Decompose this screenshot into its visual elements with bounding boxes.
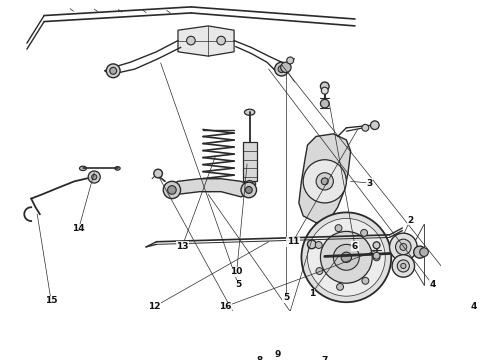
Circle shape — [401, 264, 406, 269]
Circle shape — [333, 244, 359, 270]
Text: 10: 10 — [230, 267, 243, 276]
Ellipse shape — [244, 180, 256, 187]
Circle shape — [414, 246, 426, 258]
Circle shape — [163, 181, 180, 199]
Ellipse shape — [193, 183, 223, 192]
Text: 11: 11 — [287, 237, 299, 246]
Text: 13: 13 — [176, 242, 189, 251]
Text: 4: 4 — [470, 302, 476, 311]
Circle shape — [392, 255, 415, 277]
Circle shape — [341, 252, 351, 262]
Circle shape — [395, 239, 411, 255]
Circle shape — [287, 57, 294, 64]
Circle shape — [92, 174, 97, 180]
Ellipse shape — [245, 109, 255, 115]
Circle shape — [337, 283, 343, 290]
Text: 12: 12 — [148, 302, 161, 311]
Circle shape — [308, 240, 316, 249]
Polygon shape — [170, 179, 249, 197]
Circle shape — [316, 173, 333, 190]
Circle shape — [320, 231, 372, 283]
Circle shape — [301, 212, 391, 302]
Circle shape — [88, 171, 100, 183]
Polygon shape — [178, 26, 234, 56]
Text: 5: 5 — [283, 293, 289, 302]
Circle shape — [321, 178, 328, 185]
Circle shape — [245, 186, 252, 193]
Circle shape — [110, 67, 117, 74]
Text: 7: 7 — [321, 356, 328, 360]
Text: 6: 6 — [352, 242, 358, 251]
Text: 3: 3 — [367, 179, 373, 188]
Circle shape — [275, 62, 289, 76]
Text: 9: 9 — [274, 350, 280, 359]
Polygon shape — [299, 134, 351, 223]
Circle shape — [370, 121, 379, 130]
Text: 5: 5 — [235, 280, 242, 289]
Circle shape — [362, 277, 369, 284]
Circle shape — [321, 87, 328, 94]
Text: 8: 8 — [257, 356, 263, 360]
Circle shape — [303, 160, 346, 203]
Circle shape — [168, 186, 176, 194]
Polygon shape — [243, 143, 257, 181]
Circle shape — [320, 99, 329, 108]
Circle shape — [373, 254, 380, 261]
Circle shape — [308, 219, 385, 296]
Circle shape — [320, 82, 329, 91]
Circle shape — [373, 242, 380, 249]
Circle shape — [335, 225, 342, 231]
Circle shape — [316, 267, 323, 274]
Circle shape — [154, 169, 162, 178]
Circle shape — [187, 36, 195, 45]
Circle shape — [106, 64, 120, 78]
Circle shape — [281, 62, 291, 72]
Text: 2: 2 — [407, 216, 414, 225]
Circle shape — [315, 242, 322, 248]
Circle shape — [362, 124, 369, 131]
Ellipse shape — [115, 167, 120, 170]
Text: 16: 16 — [219, 302, 232, 311]
Circle shape — [400, 243, 407, 251]
Text: 14: 14 — [73, 224, 85, 233]
Circle shape — [361, 229, 368, 236]
Circle shape — [397, 260, 409, 272]
Circle shape — [217, 36, 225, 45]
Circle shape — [246, 180, 253, 187]
Text: 4: 4 — [430, 280, 436, 289]
Text: 1: 1 — [309, 289, 315, 298]
Circle shape — [278, 66, 285, 72]
Circle shape — [420, 248, 428, 256]
Ellipse shape — [79, 166, 86, 171]
Circle shape — [241, 182, 257, 198]
Text: 15: 15 — [45, 296, 57, 305]
Circle shape — [373, 252, 380, 259]
Circle shape — [390, 233, 417, 261]
